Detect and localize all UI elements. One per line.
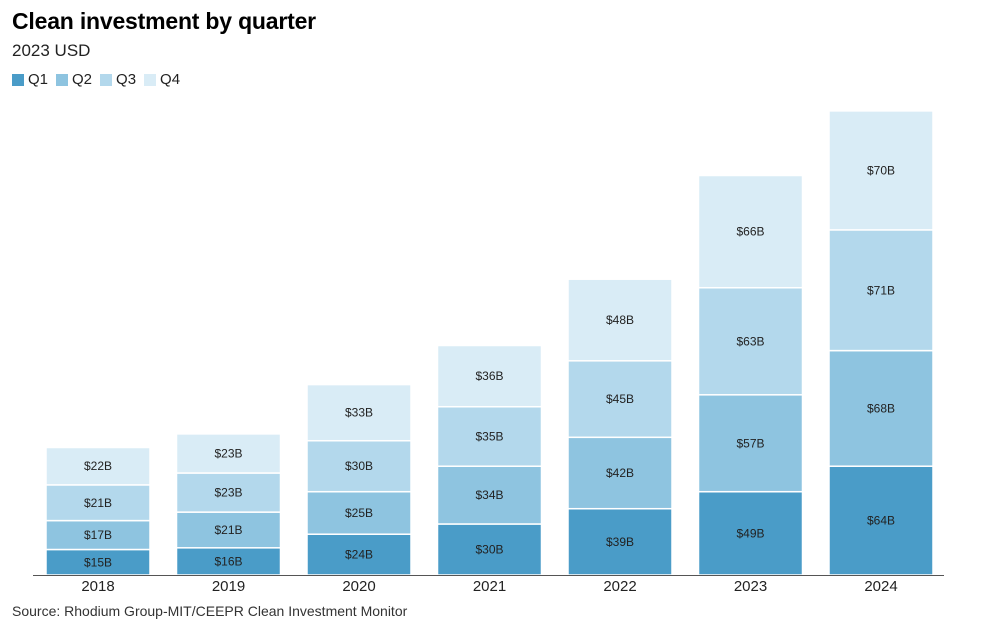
- data-label-q1-2020: $24B: [345, 548, 373, 562]
- data-label-q1-2021: $30B: [475, 543, 503, 557]
- bar-segment-q1-2021: [436, 523, 543, 576]
- bar-segment-q4-2021: [436, 344, 543, 408]
- bar-segment-q4-2023: [697, 174, 804, 289]
- data-label-q2-2022: $42B: [606, 466, 634, 480]
- bar-segment-q3-2020: [306, 439, 412, 493]
- x-tick-label-2024: 2024: [864, 578, 897, 595]
- x-tick-label-2018: 2018: [81, 578, 114, 595]
- data-label-q3-2021: $35B: [475, 429, 503, 443]
- data-label-q2-2019: $21B: [214, 523, 242, 537]
- bar-segment-q2-2021: [436, 465, 543, 525]
- bar-segment-q4-2018: [45, 446, 151, 486]
- bar-segment-q2-2024: [828, 349, 934, 467]
- x-tick-label-2019: 2019: [212, 578, 245, 595]
- x-tick-label-2022: 2022: [603, 578, 636, 595]
- data-label-q2-2020: $25B: [345, 506, 373, 520]
- data-label-q2-2024: $68B: [867, 401, 895, 415]
- bar-segment-q2-2019: [175, 511, 282, 549]
- legend-item-q2: Q2: [56, 71, 92, 88]
- data-label-q3-2022: $45B: [606, 392, 634, 406]
- bar-segment-q3-2022: [567, 360, 673, 439]
- x-tick-label-2020: 2020: [342, 578, 375, 595]
- legend-label-q4: Q4: [160, 71, 181, 88]
- bar-segment-q2-2023: [697, 394, 804, 493]
- bar-segment-q3-2024: [828, 229, 934, 352]
- data-label-q1-2018: $15B: [84, 555, 112, 569]
- legend-item-q4: Q4: [144, 71, 180, 88]
- x-tick-label-2021: 2021: [473, 578, 506, 595]
- bar-segment-q1-2022: [567, 507, 673, 576]
- data-label-q4-2022: $48B: [606, 313, 634, 327]
- legend-swatch-q4: [144, 73, 157, 86]
- data-label-q2-2023: $57B: [736, 436, 764, 450]
- data-label-q3-2020: $30B: [345, 459, 373, 473]
- bar-segment-q1-2023: [697, 490, 804, 576]
- bar-segment-q1-2024: [828, 465, 934, 576]
- bar-segment-q3-2023: [697, 286, 804, 396]
- data-label-q4-2019: $23B: [214, 446, 242, 460]
- data-label-q1-2024: $64B: [867, 514, 895, 528]
- data-label-q4-2020: $33B: [345, 406, 373, 420]
- bar-segment-q4-2024: [828, 110, 934, 231]
- legend: Q1 Q2 Q3 Q4: [12, 71, 180, 88]
- data-label-q4-2021: $36B: [475, 369, 503, 383]
- chart-subtitle: 2023 USD: [12, 41, 91, 60]
- source-note: Source: Rhodium Group-MIT/CEEPR Clean In…: [12, 603, 408, 619]
- bar-segment-q3-2021: [436, 405, 543, 467]
- legend-swatch-q1: [12, 73, 24, 86]
- x-tick-label-2023: 2023: [734, 578, 767, 595]
- data-label-q1-2019: $16B: [214, 554, 242, 568]
- data-label-q1-2023: $49B: [736, 526, 764, 540]
- data-label-q4-2024: $70B: [867, 163, 895, 177]
- legend-swatch-q3: [100, 73, 113, 86]
- bar-segment-q1-2019: [175, 547, 282, 576]
- legend-label-q3: Q3: [116, 71, 137, 88]
- data-label-q2-2021: $34B: [475, 488, 503, 502]
- data-label-q4-2018: $22B: [84, 459, 112, 473]
- bar-segment-q2-2022: [567, 436, 673, 510]
- bar-segment-q2-2020: [306, 490, 412, 535]
- legend-item-q1: Q1: [12, 71, 48, 88]
- bar-segment-q4-2020: [306, 383, 412, 442]
- data-label-q3-2018: $21B: [84, 496, 112, 510]
- data-label-q2-2018: $17B: [84, 528, 112, 542]
- legend-label-q2: Q2: [72, 71, 93, 88]
- bar-segment-q4-2022: [567, 278, 673, 362]
- data-label-q3-2023: $63B: [736, 334, 764, 348]
- data-label-q4-2023: $66B: [736, 225, 764, 239]
- data-label-q1-2022: $39B: [606, 535, 634, 549]
- data-label-q3-2019: $23B: [214, 486, 242, 500]
- legend-item-q3: Q3: [100, 71, 136, 88]
- bar-segment-q3-2019: [175, 472, 282, 513]
- legend-swatch-q2: [56, 73, 69, 86]
- legend-label-q1: Q1: [28, 71, 49, 88]
- bar-segment-q1-2020: [306, 533, 412, 576]
- bar-segment-q4-2019: [175, 433, 282, 474]
- chart-title: Clean investment by quarter: [12, 8, 316, 34]
- data-label-q3-2024: $71B: [867, 283, 895, 297]
